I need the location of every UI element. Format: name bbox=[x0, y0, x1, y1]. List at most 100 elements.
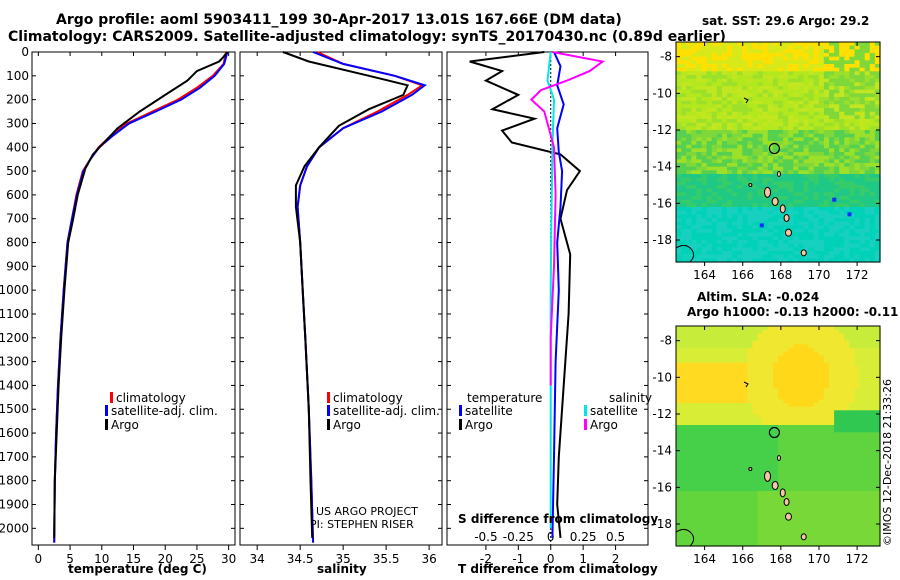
map-cell bbox=[701, 340, 708, 345]
map-cell bbox=[778, 221, 784, 226]
map-cell bbox=[701, 199, 708, 204]
map-cell bbox=[732, 436, 738, 441]
map-cell bbox=[706, 362, 713, 367]
map-cell bbox=[849, 185, 856, 190]
map-cell bbox=[849, 414, 856, 419]
map-cell bbox=[788, 192, 794, 197]
map-cell bbox=[813, 395, 820, 400]
map-cell bbox=[742, 159, 748, 164]
map-cell bbox=[762, 53, 769, 58]
map-cell bbox=[772, 502, 779, 507]
map-cell bbox=[747, 232, 754, 237]
map-cell bbox=[762, 243, 769, 248]
map-cell bbox=[727, 163, 733, 168]
map-cell bbox=[793, 144, 799, 149]
map-cell bbox=[676, 366, 682, 371]
map-cell bbox=[737, 359, 743, 364]
map-cell bbox=[752, 414, 759, 419]
map-cell bbox=[829, 443, 835, 448]
map-cell bbox=[869, 351, 876, 356]
map-cell bbox=[737, 531, 743, 536]
map-cell bbox=[721, 377, 728, 382]
map-cell bbox=[849, 93, 856, 98]
map-cell bbox=[752, 428, 759, 433]
map-cell bbox=[839, 214, 845, 219]
map-cell bbox=[701, 384, 708, 389]
map-cell bbox=[869, 461, 876, 466]
map-cell bbox=[686, 254, 692, 259]
map-cell bbox=[778, 210, 784, 215]
map-cell bbox=[864, 89, 871, 94]
map-cell bbox=[869, 111, 876, 116]
map-cell bbox=[767, 42, 774, 47]
map-cell bbox=[869, 513, 876, 518]
map-cell bbox=[732, 443, 738, 448]
map-cell bbox=[762, 461, 769, 466]
map-cell bbox=[864, 137, 871, 142]
map-cell bbox=[834, 67, 840, 72]
map-cell bbox=[727, 185, 733, 190]
map-cell bbox=[742, 344, 748, 349]
map-cell bbox=[747, 359, 754, 364]
map-cell bbox=[803, 458, 810, 463]
map-cell bbox=[854, 240, 861, 245]
map-cell bbox=[818, 53, 825, 58]
map-cell bbox=[854, 232, 861, 237]
map-cell bbox=[808, 203, 815, 208]
map-cell bbox=[711, 428, 718, 433]
map-cell bbox=[839, 130, 845, 135]
map-cell bbox=[798, 86, 805, 91]
map-cell bbox=[793, 82, 799, 87]
map-cell bbox=[716, 100, 723, 105]
map-cell bbox=[808, 174, 815, 179]
map-cell bbox=[686, 366, 692, 371]
map-cell bbox=[681, 381, 687, 386]
map-cell bbox=[681, 254, 687, 259]
map-cell bbox=[681, 340, 687, 345]
map-cell bbox=[681, 326, 687, 331]
map-cell bbox=[813, 421, 820, 426]
map-cell bbox=[681, 71, 687, 76]
map-cell bbox=[727, 78, 733, 83]
map-cell bbox=[711, 447, 718, 452]
map-cell bbox=[854, 340, 861, 345]
map-cell bbox=[721, 45, 728, 50]
map-cell bbox=[681, 159, 687, 164]
map-cell bbox=[706, 199, 713, 204]
map-cell bbox=[762, 443, 769, 448]
map-cell bbox=[864, 199, 871, 204]
map-cell bbox=[823, 344, 830, 349]
map-cell bbox=[762, 97, 769, 102]
map-cell bbox=[803, 531, 810, 536]
map-cell bbox=[747, 86, 754, 91]
map-cell bbox=[716, 71, 723, 76]
map-cell bbox=[742, 104, 748, 109]
map-cell bbox=[803, 410, 810, 415]
map-cell bbox=[747, 509, 754, 514]
map-cell bbox=[854, 421, 861, 426]
map-cell bbox=[778, 258, 784, 263]
map-cell bbox=[854, 370, 861, 375]
map-cell bbox=[681, 450, 687, 455]
map-cell bbox=[859, 221, 866, 226]
map-cell bbox=[721, 137, 728, 142]
map-cell bbox=[783, 465, 789, 470]
map-cell bbox=[716, 469, 723, 474]
map-cell bbox=[737, 181, 743, 186]
map-cell bbox=[834, 141, 840, 146]
map-cell bbox=[686, 133, 692, 138]
map-cell bbox=[783, 381, 789, 386]
map-cell bbox=[711, 166, 718, 171]
map-cell bbox=[747, 432, 754, 437]
map-cell bbox=[732, 410, 738, 415]
map-cell bbox=[686, 388, 692, 393]
map-cell bbox=[864, 362, 871, 367]
map-cell bbox=[762, 203, 769, 208]
map-cell bbox=[839, 340, 845, 345]
map-cell bbox=[849, 42, 856, 47]
map-cell bbox=[859, 254, 866, 259]
map-cell bbox=[757, 203, 764, 208]
map-cell bbox=[757, 196, 764, 201]
map-cell bbox=[711, 108, 718, 113]
map-cell bbox=[818, 370, 825, 375]
